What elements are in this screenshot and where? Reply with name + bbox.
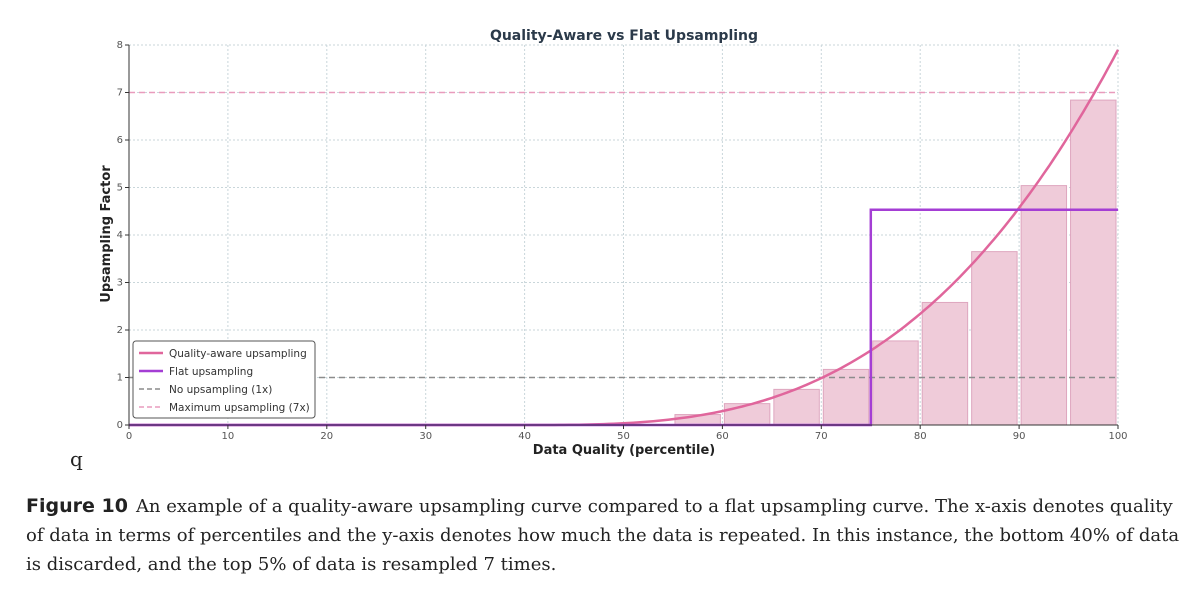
histogram-bar	[1020, 185, 1068, 426]
x-tick-label: 30	[419, 431, 432, 442]
x-tick-label: 100	[1108, 431, 1127, 442]
legend: Quality-aware upsampling Flat upsampling N…	[132, 340, 316, 419]
histogram-bar	[822, 368, 870, 426]
y-tick-label: 7	[117, 88, 123, 99]
x-tick-label: 20	[320, 431, 333, 442]
y-tick-label: 0	[117, 420, 123, 431]
upsampling-chart: 0 10 20 30 40 50 60 70 80 90 100 0 1 2 3 4 5 6 7 8 Quality-…	[99, 28, 1128, 458]
x-tick-label: 10	[222, 431, 235, 442]
x-tick-label: 0	[126, 431, 132, 442]
bars	[674, 99, 1117, 426]
legend-label: No upsampling (1x)	[169, 384, 272, 396]
figure-caption: Figure 10 An example of a quality-aware u…	[26, 492, 1186, 579]
tick-labels: 0 10 20 30 40 50 60 70 80 90 100 0 1 2 3 4 5 6 7 8	[117, 40, 1128, 442]
histogram-bar	[723, 403, 771, 426]
histogram-bar	[921, 301, 969, 426]
legend-label: Quality-aware upsampling	[169, 348, 307, 360]
x-tick-label: 50	[617, 431, 630, 442]
histogram-bar	[1070, 99, 1117, 426]
stray-glyph: q	[70, 447, 83, 471]
quality-aware-curve	[524, 49, 1120, 427]
chart-title: Quality-Aware vs Flat Upsampling	[490, 28, 758, 44]
x-tick-label: 80	[914, 431, 927, 442]
x-tick-label: 90	[1013, 431, 1026, 442]
legend-label: Maximum upsampling (7x)	[169, 402, 310, 414]
legend-label: Flat upsampling	[169, 366, 253, 378]
y-tick-label: 5	[117, 183, 123, 194]
y-axis-label: Upsampling Factor	[99, 165, 114, 303]
x-axis-label: Data Quality (percentile)	[533, 443, 715, 458]
y-tick-label: 8	[117, 40, 123, 51]
y-tick-label: 1	[117, 373, 123, 384]
histogram-bar	[971, 251, 1018, 426]
x-tick-label: 40	[518, 431, 531, 442]
x-tick-label: 60	[716, 431, 729, 442]
caption-text: An example of a quality-aware upsampling…	[26, 496, 1180, 575]
histogram-bar	[872, 340, 919, 426]
y-tick-label: 6	[117, 135, 123, 146]
legend-box	[132, 340, 316, 419]
y-tick-label: 3	[117, 278, 123, 289]
y-tick-label: 4	[117, 230, 123, 241]
axes	[125, 44, 1119, 429]
figure-label: Figure 10	[26, 495, 128, 517]
y-tick-label: 2	[117, 325, 123, 336]
x-tick-label: 70	[815, 431, 828, 442]
